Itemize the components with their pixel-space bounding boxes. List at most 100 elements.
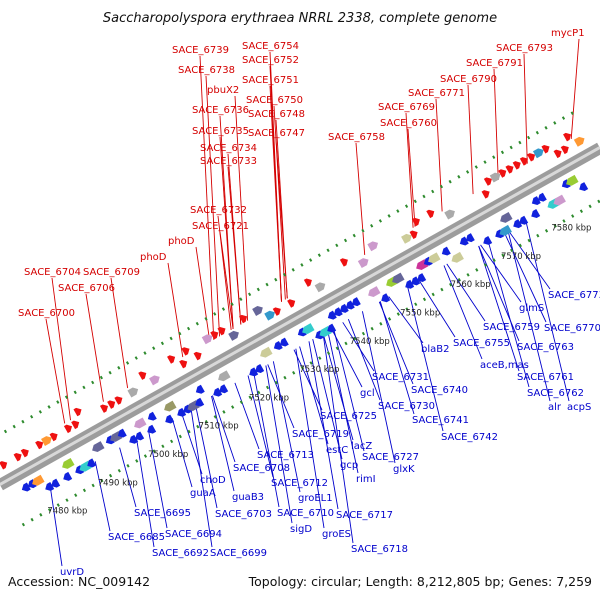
reverse-gene-arrow <box>339 303 349 313</box>
forward-gene-arrow <box>201 334 213 345</box>
forward-gene-arrow <box>107 400 116 409</box>
forward-gene-arrow <box>252 306 263 316</box>
reverse-gene-label: blaB2 <box>421 344 449 355</box>
forward-leader-line <box>217 215 232 330</box>
reverse-gene-arrow <box>129 434 139 444</box>
tick-label: 7550 kbp <box>400 309 440 319</box>
forward-gene-arrow <box>573 136 585 147</box>
forward-gene-arrow <box>563 132 572 142</box>
forward-gene-arrow <box>553 149 562 159</box>
reverse-gene-label: SACE_6717 <box>336 510 393 521</box>
forward-gene-label: SACE_6747 <box>248 128 305 139</box>
reverse-leader-line <box>148 431 168 529</box>
forward-gene-label: SACE_6738 <box>178 65 235 76</box>
forward-gene-label: SACE_6700 <box>18 308 75 319</box>
forward-gene-label: phoD <box>140 252 167 263</box>
forward-gene-arrow <box>527 153 536 162</box>
reverse-gene-arrow <box>345 300 355 310</box>
forward-gene-arrow <box>49 432 58 442</box>
forward-gene-label: pbuX2 <box>207 85 239 96</box>
forward-gene-label: SACE_6790 <box>440 74 497 85</box>
reverse-gene-label: SACE_6740 <box>411 385 468 396</box>
reverse-gene-label: groES <box>322 529 351 540</box>
reverse-leader-line <box>322 333 354 441</box>
reverse-gene-label: acpS <box>567 402 591 413</box>
reverse-leader-line <box>195 404 218 509</box>
reverse-gene-arrow <box>302 323 315 335</box>
leader-lines <box>45 38 580 567</box>
reverse-leader-line <box>503 231 547 323</box>
forward-gene-label: mycP1 <box>551 28 585 39</box>
forward-leader-line <box>110 277 129 389</box>
forward-gene-arrow <box>127 387 139 398</box>
reverse-leader-line <box>327 330 359 474</box>
reverse-leader-line <box>119 447 137 508</box>
reverse-gene-label: groEL1 <box>298 493 333 504</box>
reverse-leader-line <box>293 349 323 411</box>
forward-gene-arrow <box>13 452 22 462</box>
gene-features <box>0 132 589 492</box>
forward-leader-line <box>85 293 104 402</box>
forward-gene-arrow <box>264 310 275 321</box>
reverse-gene-label: SACE_6712 <box>271 478 328 489</box>
forward-gene-label: SACE_6748 <box>248 109 305 120</box>
forward-leader-line <box>219 231 234 329</box>
reverse-gene-arrow <box>165 414 175 424</box>
forward-gene-arrow <box>532 148 544 159</box>
forward-leader-line <box>234 95 249 321</box>
forward-gene-label: SACE_6771 <box>408 88 465 99</box>
reverse-leader-line <box>480 244 522 303</box>
reverse-gene-arrow <box>195 384 205 394</box>
tick-label: 7530 kbp <box>299 365 339 375</box>
reverse-leader-line <box>361 311 396 464</box>
reverse-leader-line <box>94 461 111 532</box>
reverse-gene-label: guaA <box>190 488 216 499</box>
tick-labels: 7480 kbp 7490 kbp 7500 kbp 7510 kbp 7520 kbp… <box>47 224 591 517</box>
reverse-gene-label: SACE_6759 <box>483 322 540 333</box>
reverse-gene-arrow <box>147 424 157 434</box>
reverse-gene-arrow <box>51 478 61 488</box>
reverse-gene-arrow <box>465 233 475 243</box>
reverse-leader-line <box>136 438 155 548</box>
reverse-gene-label: SACE_6762 <box>527 388 584 399</box>
tick-label: 7540 kbp <box>350 337 390 347</box>
reverse-gene-label: rimI <box>356 474 376 485</box>
forward-gene-arrow <box>481 190 490 199</box>
forward-leader-line <box>227 153 242 325</box>
reverse-gene-label: SACE_6742 <box>441 432 498 443</box>
reverse-gene-arrow <box>519 215 529 225</box>
reverse-gene-arrow <box>405 279 415 289</box>
forward-leader-line <box>523 53 528 164</box>
tick-label: 7520 kbp <box>249 393 289 403</box>
forward-gene-arrow <box>179 359 188 369</box>
reverse-leader-line <box>379 301 415 415</box>
reverse-gene-arrow <box>537 192 547 202</box>
reverse-gene-arrow <box>411 276 421 286</box>
reverse-leader-line <box>388 296 424 344</box>
reverse-gene-arrow <box>218 370 231 382</box>
forward-gene-label: SACE_6760 <box>380 118 437 129</box>
reverse-gene-arrow <box>327 310 337 320</box>
forward-gene-arrow <box>41 436 52 446</box>
forward-gene-label: SACE_6750 <box>246 95 303 106</box>
forward-leader-line <box>219 115 234 329</box>
forward-gene-arrow <box>401 233 412 244</box>
reverse-leader-line <box>322 333 354 544</box>
map-title: Saccharopolyspora erythraea NRRL 2338, c… <box>103 11 497 26</box>
backbone <box>0 142 600 491</box>
reverse-gene-label: SACE_6730 <box>378 401 435 412</box>
reverse-gene-arrow <box>87 458 97 468</box>
forward-leader-line <box>275 119 288 299</box>
reverse-gene-arrow <box>32 474 45 486</box>
reverse-gene-arrow <box>92 441 105 452</box>
reverse-leader-line <box>211 395 235 492</box>
forward-gene-label: SACE_6739 <box>172 45 229 56</box>
forward-gene-arrow <box>498 169 507 178</box>
reverse-gene-label: SACE_6692 <box>152 548 209 559</box>
forward-gene-label: SACE_6709 <box>83 267 140 278</box>
reverse-leader-line <box>211 395 236 463</box>
reverse-gene-label: SACE_6710 <box>277 508 334 519</box>
forward-gene-label: SACE_6704 <box>24 267 81 278</box>
reverse-gene-arrow <box>21 482 31 492</box>
outer-tick-dots <box>0 108 580 437</box>
